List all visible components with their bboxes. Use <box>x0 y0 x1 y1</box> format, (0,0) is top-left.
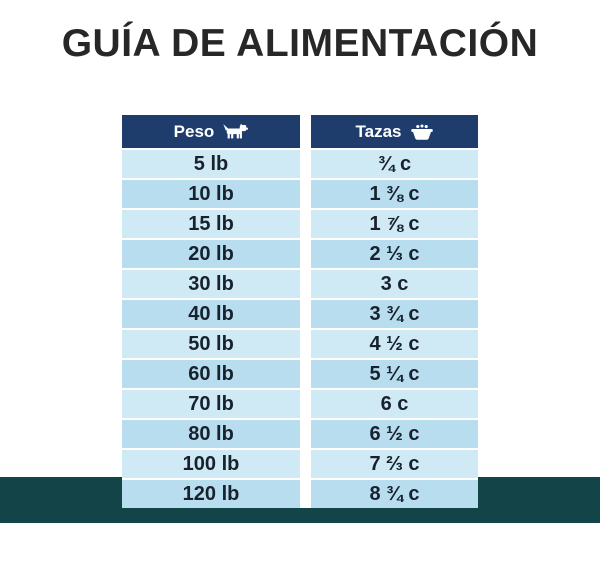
tazas-cell: 7 ⅔ c <box>311 450 478 478</box>
peso-cell: 5 lb <box>122 150 300 178</box>
tazas-cell: 1 ⅞ c <box>311 210 478 238</box>
tazas-cell: 1 ⅜ c <box>311 180 478 208</box>
page-title: GUÍA DE ALIMENTACIÓN <box>61 22 539 65</box>
peso-cell: 20 lb <box>122 240 300 268</box>
peso-header-label: Peso <box>173 121 215 141</box>
peso-cell: 50 lb <box>122 330 300 358</box>
tazas-header-label: Tazas <box>355 121 402 141</box>
tazas-cell: 3 c <box>311 270 478 298</box>
peso-cell: 80 lb <box>122 420 300 448</box>
peso-cell: 10 lb <box>122 180 300 208</box>
feeding-table: Peso Tazas <box>122 115 478 508</box>
tazas-cell: 3 ¾ c <box>311 300 478 328</box>
peso-cell: 30 lb <box>122 270 300 298</box>
peso-cell: 40 lb <box>122 300 300 328</box>
tazas-cell: 6 ½ c <box>311 420 478 448</box>
peso-cell: 100 lb <box>122 450 300 478</box>
peso-cell: 60 lb <box>122 360 300 388</box>
kibble-bowl-icon <box>410 123 434 140</box>
tazas-cell: 6 c <box>311 390 478 418</box>
dog-icon <box>222 123 249 140</box>
tazas-cell: ¾ c <box>311 150 478 178</box>
tazas-cell: 5 ¼ c <box>311 360 478 388</box>
peso-cell: 70 lb <box>122 390 300 418</box>
peso-cell: 15 lb <box>122 210 300 238</box>
tazas-cell: 8 ¾ c <box>311 480 478 508</box>
tazas-cell: 4 ½ c <box>311 330 478 358</box>
peso-cell: 120 lb <box>122 480 300 508</box>
tazas-cell: 2 ⅓ c <box>311 240 478 268</box>
tazas-column-header: Tazas <box>311 115 478 148</box>
peso-column-header: Peso <box>122 115 300 148</box>
